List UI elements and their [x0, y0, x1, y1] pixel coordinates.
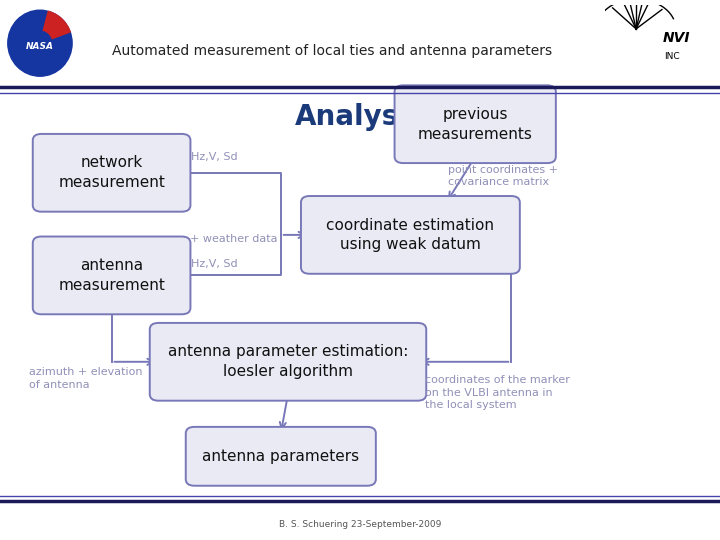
Text: antenna
measurement: antenna measurement [58, 258, 165, 293]
Text: Analysis: Analysis [294, 103, 426, 131]
FancyBboxPatch shape [150, 323, 426, 401]
FancyBboxPatch shape [33, 237, 190, 314]
Text: antenna parameters: antenna parameters [202, 449, 359, 464]
Text: network
measurement: network measurement [58, 156, 165, 190]
FancyBboxPatch shape [395, 85, 556, 163]
Text: + weather data: + weather data [189, 234, 277, 244]
Circle shape [8, 10, 72, 76]
Text: Automated measurement of local ties and antenna parameters: Automated measurement of local ties and … [112, 44, 552, 58]
Text: NASA: NASA [26, 42, 54, 51]
Text: INC: INC [665, 52, 680, 61]
Text: coordinate estimation
using weak datum: coordinate estimation using weak datum [326, 218, 495, 252]
Text: azimuth + elevation
of antenna: azimuth + elevation of antenna [29, 367, 143, 389]
Text: coordinates of the marker
on the VLBI antenna in
the local system: coordinates of the marker on the VLBI an… [425, 375, 570, 410]
Text: Hz,V, Sd: Hz,V, Sd [191, 259, 238, 269]
Text: point coordinates +
covariance matrix: point coordinates + covariance matrix [448, 165, 558, 187]
FancyBboxPatch shape [33, 134, 190, 212]
Text: NVI: NVI [662, 31, 690, 45]
FancyBboxPatch shape [186, 427, 376, 486]
FancyBboxPatch shape [301, 196, 520, 274]
Text: B. S. Schuering 23-September-2009: B. S. Schuering 23-September-2009 [279, 521, 441, 529]
Wedge shape [43, 11, 70, 39]
Text: antenna parameter estimation:
loesler algorithm: antenna parameter estimation: loesler al… [168, 345, 408, 379]
Text: previous
measurements: previous measurements [418, 107, 533, 141]
Text: Hz,V, Sd: Hz,V, Sd [191, 152, 238, 162]
